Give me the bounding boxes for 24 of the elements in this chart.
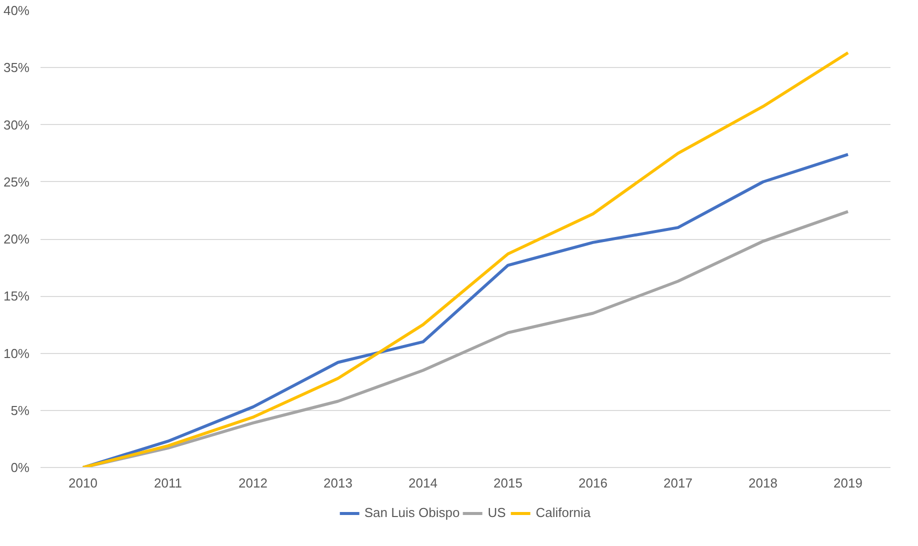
line-series: [82, 152, 850, 468]
x-tick-label: 2014: [408, 476, 438, 490]
x-tick-label: 2013: [324, 476, 352, 490]
x-tick-label: 2012: [238, 476, 268, 490]
y-tick-label: 10%: [3, 346, 30, 361]
y-tick-label: 15%: [3, 288, 30, 304]
x-tick-label: 2017: [664, 476, 692, 490]
legend-label: California: [536, 505, 591, 520]
y-tick-label: 25%: [3, 174, 30, 190]
y-tick-label: 30%: [3, 117, 30, 132]
y-tick-label: 40%: [3, 3, 30, 18]
legend-label: US: [488, 505, 507, 520]
legend-label: San Luis Obispo: [364, 505, 460, 520]
x-tick-label: 2018: [748, 476, 778, 490]
x-tick-label: 2015: [494, 476, 522, 490]
y-tick-label: 35%: [3, 60, 30, 76]
x-tick-label: 2019: [834, 476, 862, 490]
y-tick-label: 0%: [10, 460, 30, 475]
x-tick-label: 2011: [154, 476, 182, 490]
x-tick-label: 2010: [68, 476, 98, 490]
line-series: [82, 51, 850, 468]
x-tick-label: 2016: [578, 476, 608, 490]
y-tick-label: 5%: [10, 402, 30, 418]
y-tick-label: 20%: [3, 232, 30, 246]
